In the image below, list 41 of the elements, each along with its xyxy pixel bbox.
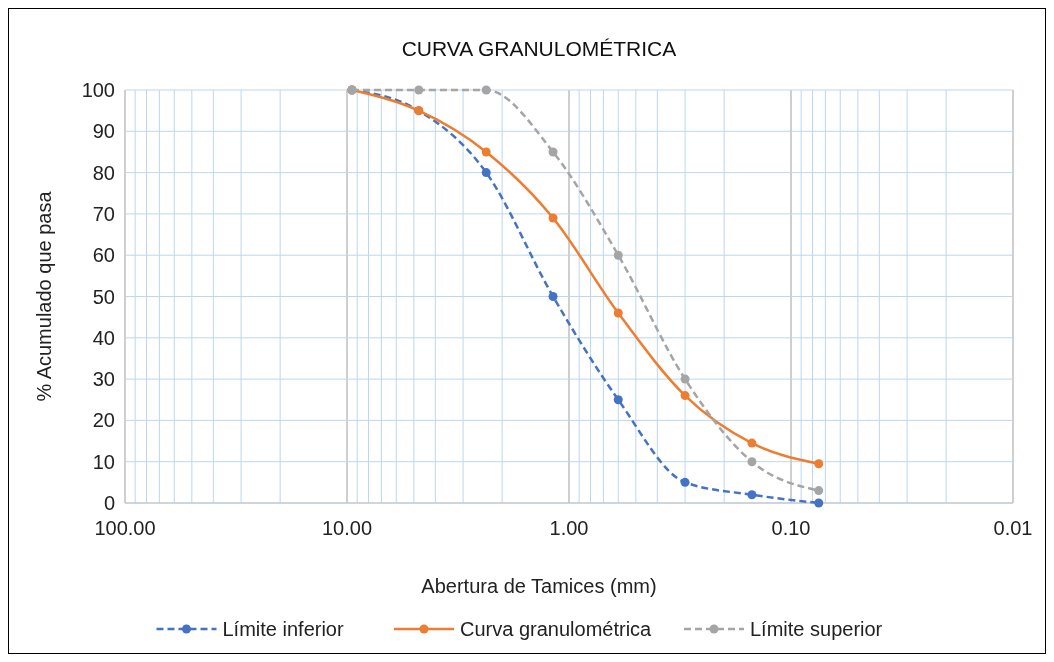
y-tick-label: 30 <box>92 368 115 391</box>
point <box>481 168 491 178</box>
legend-label: Límite superior <box>750 618 883 640</box>
y-tick-label: 10 <box>92 450 115 473</box>
y-axis-title: % Acumulado que pasa <box>33 190 55 402</box>
x-tick-label: 0.01 <box>993 517 1033 539</box>
point <box>414 85 424 95</box>
y-tick-label: 40 <box>92 326 115 349</box>
x-axis-title: Abertura de Tamices (mm) <box>421 575 657 597</box>
point <box>814 459 824 469</box>
point <box>680 477 690 487</box>
point <box>481 85 491 95</box>
point <box>613 395 623 405</box>
y-tick-label: 90 <box>92 120 115 143</box>
point <box>481 147 491 157</box>
y-tick-label: 0 <box>103 492 115 514</box>
y-tick-label: 80 <box>92 161 115 184</box>
legend-label: Curva granulométrica <box>460 618 653 640</box>
x-tick-label: 0.10 <box>771 517 811 539</box>
point <box>680 374 690 384</box>
chart-title: CURVA GRANULOMÉTRICA <box>401 37 677 60</box>
point <box>548 292 558 301</box>
y-tick-label: 60 <box>92 244 115 267</box>
point <box>814 498 824 508</box>
x-tick-label: 100.00 <box>94 517 156 539</box>
point <box>747 457 757 467</box>
point <box>814 486 824 496</box>
y-tick-label: 70 <box>92 202 115 225</box>
y-tick-label: 20 <box>92 409 115 432</box>
legend-label: Límite inferior <box>222 618 344 640</box>
point <box>548 213 558 223</box>
point <box>613 308 623 318</box>
y-tick-label: 50 <box>92 285 115 308</box>
x-tick-label: 10.00 <box>321 517 373 539</box>
point <box>747 490 757 500</box>
point <box>680 391 690 401</box>
y-tick-label: 100 <box>81 79 115 101</box>
x-tick-label: 1.00 <box>549 517 589 539</box>
point <box>747 438 757 448</box>
point <box>548 147 558 157</box>
point <box>613 250 623 260</box>
